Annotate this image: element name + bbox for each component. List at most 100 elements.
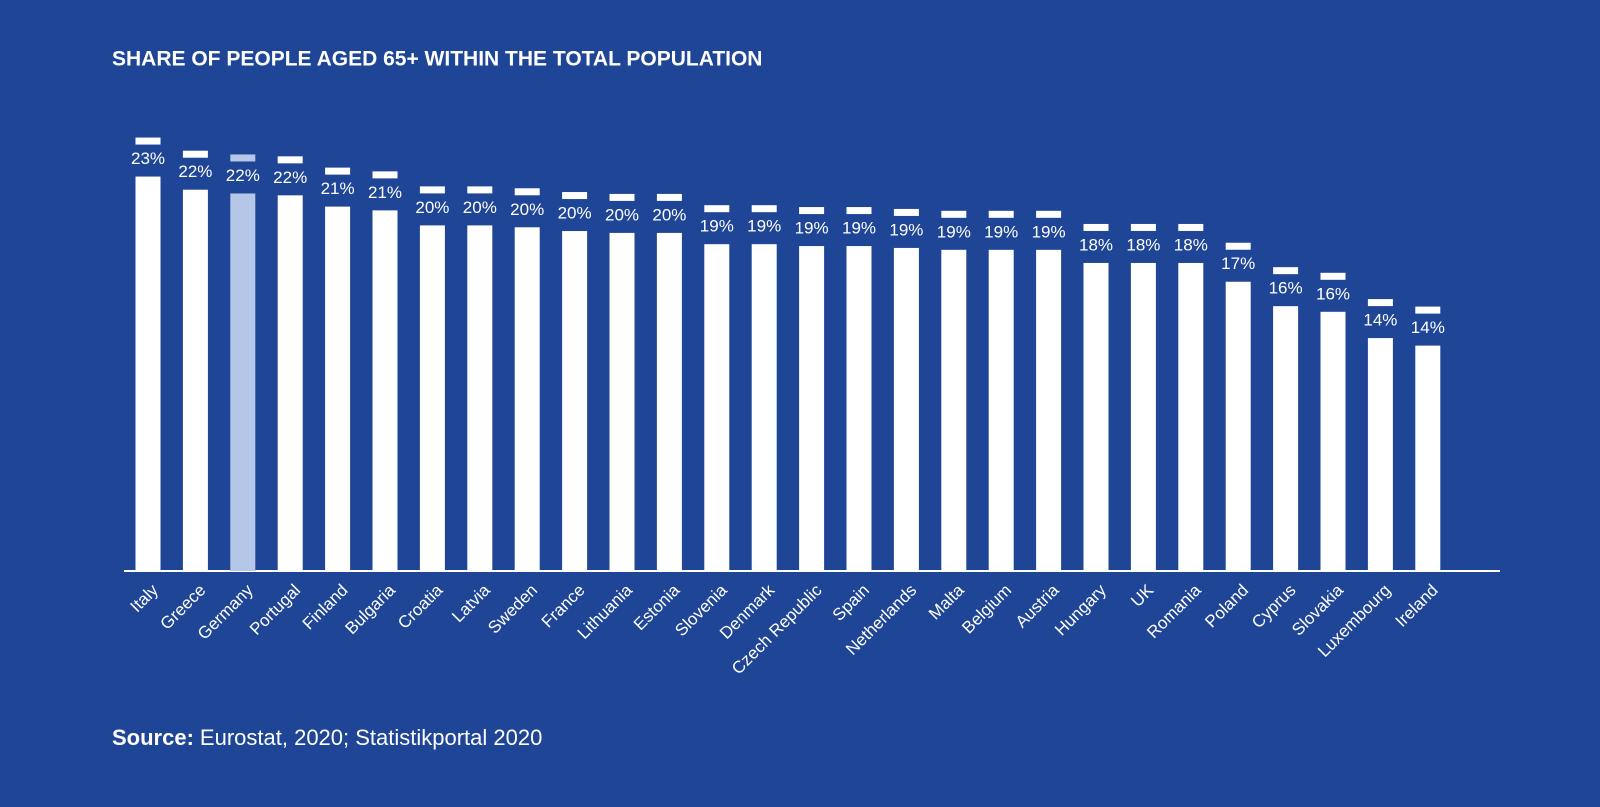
x-tick-label: UK bbox=[1127, 580, 1158, 611]
bar-cap bbox=[1036, 210, 1062, 218]
bar-cap bbox=[1083, 223, 1109, 231]
x-tick-label: Hungary bbox=[1051, 580, 1110, 639]
bar-cap bbox=[1320, 272, 1346, 280]
chart-title: SHARE OF PEOPLE AGED 65+ WITHIN THE TOTA… bbox=[112, 48, 762, 71]
bar bbox=[1130, 262, 1156, 571]
bar-cap bbox=[988, 210, 1014, 218]
bar bbox=[1415, 345, 1441, 571]
bar bbox=[1273, 306, 1299, 571]
bar bbox=[372, 210, 398, 572]
bar bbox=[277, 195, 303, 571]
value-label: 20% bbox=[558, 204, 592, 223]
value-label: 22% bbox=[178, 162, 212, 181]
value-label: 19% bbox=[747, 217, 781, 236]
bar-cap bbox=[1367, 299, 1393, 307]
bar bbox=[846, 246, 872, 572]
x-tick-label: Latvia bbox=[448, 580, 494, 626]
bar-cap bbox=[182, 150, 208, 158]
value-label: 14% bbox=[1363, 311, 1397, 330]
value-label: 14% bbox=[1411, 318, 1445, 337]
bar-cap bbox=[704, 205, 730, 213]
bar bbox=[941, 249, 967, 572]
bar bbox=[988, 249, 1014, 572]
bar bbox=[656, 232, 682, 572]
bar-cap bbox=[846, 207, 872, 215]
bar bbox=[609, 232, 635, 572]
x-tick-label: Belgium bbox=[958, 581, 1015, 638]
x-tick-label: Portugal bbox=[246, 581, 304, 639]
value-label: 20% bbox=[652, 205, 686, 224]
value-label: 19% bbox=[1032, 222, 1066, 241]
bar-cap bbox=[893, 208, 919, 216]
value-label: 19% bbox=[889, 220, 923, 239]
bar bbox=[1083, 262, 1109, 571]
value-label: 21% bbox=[368, 183, 402, 202]
value-label: 21% bbox=[321, 179, 355, 198]
value-label: 23% bbox=[131, 149, 165, 168]
value-label: 18% bbox=[1126, 235, 1160, 254]
bar-cap bbox=[1178, 223, 1204, 231]
bar bbox=[704, 244, 730, 571]
bar-cap bbox=[1273, 267, 1299, 275]
bar bbox=[514, 227, 540, 571]
bar-cap bbox=[467, 186, 493, 194]
bar bbox=[182, 189, 208, 571]
x-tick-label: Italy bbox=[127, 580, 163, 616]
bar bbox=[751, 244, 777, 571]
bar bbox=[230, 193, 256, 572]
value-label: 20% bbox=[605, 205, 639, 224]
value-label: 19% bbox=[700, 217, 734, 236]
x-tick-label: Spain bbox=[829, 581, 873, 625]
value-label: 20% bbox=[463, 198, 497, 217]
bar bbox=[135, 176, 161, 571]
x-tick-label: Sweden bbox=[484, 581, 541, 638]
bar-cap bbox=[751, 205, 777, 213]
bar bbox=[1367, 338, 1393, 571]
value-label: 18% bbox=[1174, 235, 1208, 254]
source-text: Eurostat, 2020; Statistikportal 2020 bbox=[200, 725, 542, 750]
bar bbox=[1225, 281, 1251, 571]
value-label: 20% bbox=[510, 200, 544, 219]
bar bbox=[1036, 249, 1062, 572]
bar bbox=[467, 225, 493, 571]
bar-cap bbox=[372, 171, 398, 179]
bar bbox=[1320, 311, 1346, 571]
value-label: 18% bbox=[1079, 235, 1113, 254]
bar bbox=[419, 225, 445, 571]
bar bbox=[893, 247, 919, 571]
value-label: 22% bbox=[226, 166, 260, 185]
bar-cap bbox=[656, 193, 682, 201]
value-label: 19% bbox=[842, 219, 876, 238]
value-label: 17% bbox=[1221, 254, 1255, 273]
bar-cap bbox=[799, 207, 825, 215]
bar-cap bbox=[1415, 306, 1441, 314]
bar-cap bbox=[1130, 223, 1156, 231]
bar-cap bbox=[277, 156, 303, 164]
bar bbox=[325, 206, 351, 572]
bar-cap bbox=[562, 192, 588, 200]
value-label: 19% bbox=[937, 222, 971, 241]
x-tick-label: Croatia bbox=[394, 580, 447, 633]
bar-cap bbox=[1225, 242, 1251, 250]
bar bbox=[562, 231, 588, 571]
bar-cap bbox=[325, 167, 351, 175]
value-label: 20% bbox=[415, 198, 449, 217]
source: Source: Eurostat, 2020; Statistikportal 2… bbox=[112, 725, 542, 750]
bar bbox=[799, 246, 825, 572]
x-tick-label: Poland bbox=[1201, 581, 1252, 632]
x-tick-label: Ireland bbox=[1392, 581, 1442, 631]
source-label: Source: bbox=[112, 725, 194, 750]
bar-cap bbox=[609, 193, 635, 201]
bar-cap bbox=[230, 154, 256, 162]
value-label: 19% bbox=[795, 219, 829, 238]
value-label: 16% bbox=[1316, 284, 1350, 303]
bar-cap bbox=[514, 188, 540, 196]
value-label: 22% bbox=[273, 168, 307, 187]
bar-cap bbox=[941, 210, 967, 218]
x-tick-label: Bulgaria bbox=[341, 580, 399, 638]
value-label: 16% bbox=[1269, 279, 1303, 298]
value-label: 19% bbox=[984, 222, 1018, 241]
bar-cap bbox=[419, 186, 445, 194]
